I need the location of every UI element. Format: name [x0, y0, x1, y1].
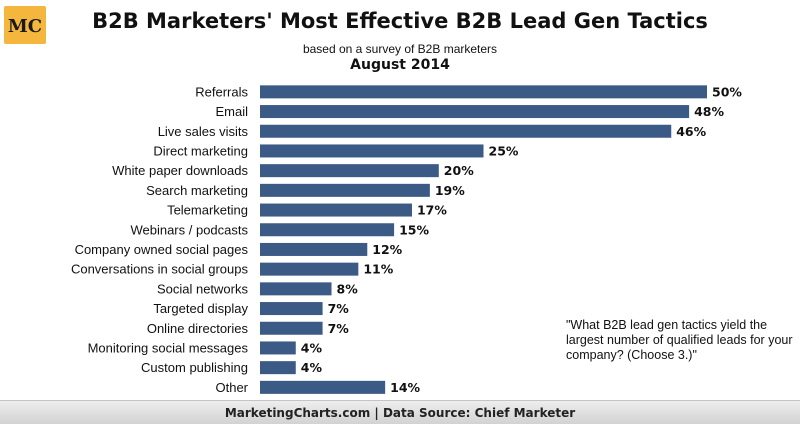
value-label: 19%: [435, 183, 465, 198]
value-label: 14%: [390, 380, 420, 395]
bar: [260, 124, 672, 138]
value-label: 4%: [301, 360, 323, 375]
chart-date: August 2014: [350, 57, 450, 73]
bar: [260, 361, 296, 375]
bar: [260, 380, 386, 394]
value-label: 48%: [694, 104, 724, 119]
survey-question-note: "What B2B lead gen tactics yield the lar…: [566, 318, 793, 362]
bar: [260, 321, 323, 335]
value-label: 50%: [712, 84, 742, 99]
bar: [260, 223, 395, 237]
category-label: Live sales visits: [158, 124, 249, 139]
value-label: 15%: [399, 222, 429, 237]
value-label: 46%: [676, 124, 706, 139]
category-label: Social networks: [157, 281, 249, 296]
bar: [260, 302, 323, 316]
category-label: Telemarketing: [167, 203, 248, 218]
category-label: Direct marketing: [153, 143, 248, 158]
category-label: Online directories: [147, 321, 249, 336]
logo-text: MC: [8, 16, 42, 37]
value-label: 25%: [489, 143, 519, 158]
value-label: 12%: [372, 242, 402, 257]
category-label: Targeted display: [153, 301, 248, 316]
footer-bar: [0, 400, 800, 424]
bar: [260, 341, 296, 355]
data-source: MarketingCharts.com | Data Source: Chief…: [224, 406, 576, 420]
value-label: 11%: [363, 262, 393, 277]
value-label: 7%: [328, 301, 350, 316]
category-label: Custom publishing: [141, 360, 248, 375]
logo-background: [4, 6, 46, 44]
category-label: Webinars / podcasts: [130, 222, 248, 237]
category-label: White paper downloads: [112, 163, 248, 178]
bar: [260, 183, 430, 197]
bar: [260, 85, 707, 99]
value-label: 4%: [301, 340, 323, 355]
category-label: Monitoring social messages: [88, 340, 249, 355]
category-label: Other: [215, 380, 248, 395]
bar: [260, 144, 484, 158]
marketingcharts-logo-icon: MC: [4, 6, 46, 44]
bar: [260, 105, 690, 119]
value-label: 20%: [444, 163, 474, 178]
chart-subtitle: based on a survey of B2B marketers: [302, 42, 498, 56]
bar-chart: Referrals 50% Email 48% Live sales visits 46%…: [71, 84, 742, 395]
bar: [260, 242, 368, 256]
value-label: 7%: [328, 321, 350, 336]
value-label: 8%: [337, 281, 359, 296]
category-label: Referrals: [195, 84, 248, 99]
bar: [260, 262, 359, 276]
category-label: Search marketing: [146, 183, 248, 198]
category-label: Company owned social pages: [75, 242, 249, 257]
bar: [260, 164, 439, 178]
chart-title: B2B Marketers' Most Effective B2B Lead G…: [92, 9, 708, 33]
category-label: Conversations in social groups: [71, 262, 249, 277]
bar: [260, 203, 412, 217]
value-label: 17%: [417, 203, 447, 218]
category-label: Email: [215, 104, 248, 119]
bar: [260, 282, 332, 296]
